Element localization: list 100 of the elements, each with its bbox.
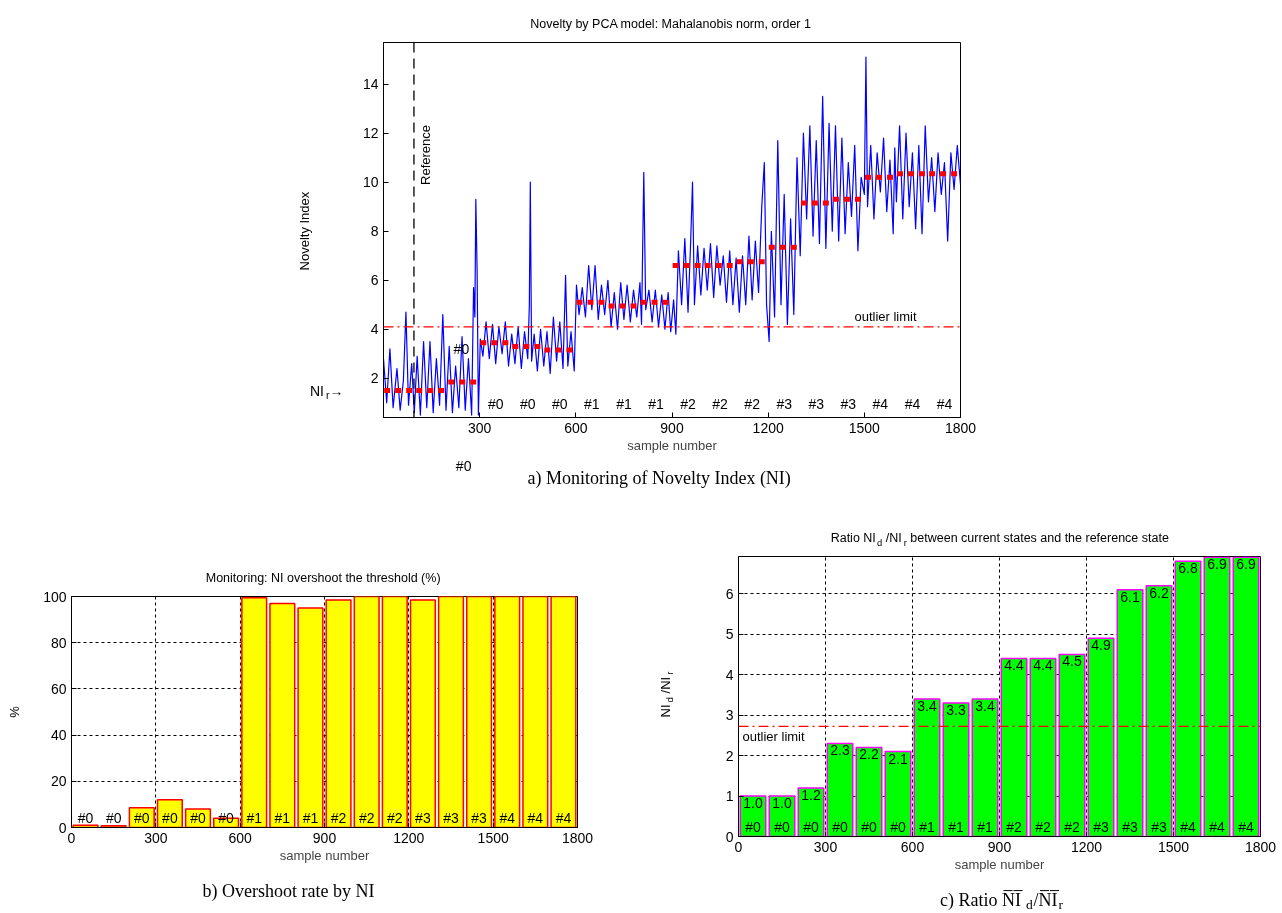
x-axis-title: sample number (627, 437, 718, 453)
x-tick-label: 1800 (944, 419, 977, 436)
data-label: 2.2 (859, 746, 879, 763)
y-tick-label: 5 (725, 626, 734, 643)
annotation: #1 (648, 395, 664, 412)
data-label: 1.0 (743, 795, 763, 812)
annotation: #1 (616, 395, 632, 412)
ref-line-label: outlier limit (854, 308, 917, 324)
x-tick-label: 600 (900, 838, 925, 855)
annotation: #1 (919, 818, 935, 835)
y-tick-label: 40 (50, 727, 67, 744)
y-tick-label: 1 (725, 788, 734, 805)
text: a) Monitoring of Novelty Index (NI) (527, 467, 791, 489)
data-label: 1.0 (772, 795, 792, 812)
annotation: #4 (936, 395, 953, 412)
x-tick-label: 1200 (393, 829, 425, 846)
annotation: #3 (776, 395, 793, 412)
annotation: #2 (712, 395, 729, 412)
data-label: 4.4 (1004, 657, 1024, 674)
annotation: #3 (840, 395, 857, 412)
y-tick-label: 2 (725, 747, 734, 764)
annotation: #3 (1151, 818, 1167, 835)
data-label: 3.3 (946, 701, 966, 718)
annotation: #0 (190, 809, 206, 826)
y-tick-label: 20 (50, 773, 67, 790)
x-tick-label: 300 (813, 838, 838, 855)
annotation: #0 (519, 395, 536, 412)
annotation: #2 (744, 395, 761, 412)
annotation: #0 (861, 818, 877, 835)
annotation: #2 (358, 809, 375, 826)
x-tick-label: 1800 (1244, 838, 1277, 855)
annotation: #3 (808, 395, 825, 412)
annotation: #4 (872, 395, 889, 412)
annotation: #0 (774, 818, 790, 835)
y-tick-label: 2 (370, 370, 379, 387)
data-label: 4.9 (1091, 637, 1111, 654)
annotation: #0 (162, 809, 178, 826)
y-tick-label: 4 (725, 666, 734, 683)
annotation: #1 (246, 809, 263, 826)
annotation: #2 (1006, 818, 1022, 835)
annotation: #2 (330, 809, 347, 826)
x-tick-label: 1800 (561, 829, 594, 846)
annotation: #2 (1035, 818, 1051, 835)
annotation: #2 (386, 809, 403, 826)
x-tick-label: 900 (987, 838, 1012, 855)
x-tick-label: 600 (228, 829, 253, 846)
annotation: #0 (77, 809, 94, 826)
annotation: #1 (584, 395, 600, 412)
annotation: #0 (745, 818, 761, 835)
x-tick-label: 600 (564, 419, 588, 436)
annotation: #4 (1180, 818, 1196, 835)
annotation: #4 (499, 809, 516, 826)
chart-title: Novelty by PCA model: Mahalanobis norm, order 1 (530, 16, 812, 31)
y-tick-label: 12 (362, 125, 379, 142)
annotation: #0 (133, 809, 150, 826)
y-axis-title: NId /NIr (658, 670, 675, 718)
y-tick-label: 8 (370, 223, 379, 240)
annotation: #3 (471, 809, 488, 826)
text: #0 (455, 457, 472, 474)
chart-title: Monitoring: NI overshoot the threshold (%) (205, 570, 441, 585)
x-tick-label: 1200 (1070, 838, 1103, 855)
x-axis-title: sample number (954, 856, 1045, 872)
annotation: #0 (487, 395, 504, 412)
ref-line-label: outlier limit (742, 729, 806, 745)
y-tick-label: 60 (50, 680, 67, 697)
data-label: 4.4 (1033, 657, 1053, 674)
data-label: 4.5 (1062, 653, 1082, 670)
y-tick-label: 3 (725, 707, 734, 724)
x-tick-label: 1200 (752, 419, 784, 436)
annotation: #4 (1209, 818, 1225, 835)
annotation: #0 (890, 818, 906, 835)
annotation: #1 (302, 809, 319, 826)
annotation: #2 (680, 395, 697, 412)
y-tick-label: 100 (43, 588, 67, 605)
x-tick-label: 900 (660, 419, 684, 436)
data-label: 2.1 (888, 750, 908, 767)
annotation: #4 (555, 809, 572, 826)
data-label: 3.4 (975, 697, 995, 714)
annotation: #3 (1122, 818, 1138, 835)
data-label: 2.3 (830, 742, 850, 759)
annotation: #1 (274, 809, 291, 826)
x-tick-label: 300 (467, 419, 492, 436)
annotation: #3 (443, 809, 459, 826)
y-tick-label: 80 (50, 634, 67, 651)
annotation: #2 (1064, 818, 1080, 835)
data-label: 1.2 (801, 786, 821, 803)
y-tick-label: 4 (370, 321, 379, 338)
annotation: #1 (977, 818, 993, 835)
data-label: 3.4 (917, 697, 937, 714)
x-tick-label: 300 (144, 829, 168, 846)
y-axis-title: % (7, 705, 22, 718)
y-tick-label: 14 (362, 76, 379, 93)
y-axis-title: Novelty Index (297, 191, 312, 271)
data-label: 6.1 (1120, 588, 1140, 605)
data-label: 6.8 (1178, 560, 1198, 577)
annotation: #4 (527, 809, 544, 826)
annotation: #4 (904, 395, 921, 412)
y-tick-label: 6 (725, 585, 734, 602)
y-tick-label: 6 (370, 272, 379, 289)
x-tick-label: 1500 (477, 829, 509, 846)
